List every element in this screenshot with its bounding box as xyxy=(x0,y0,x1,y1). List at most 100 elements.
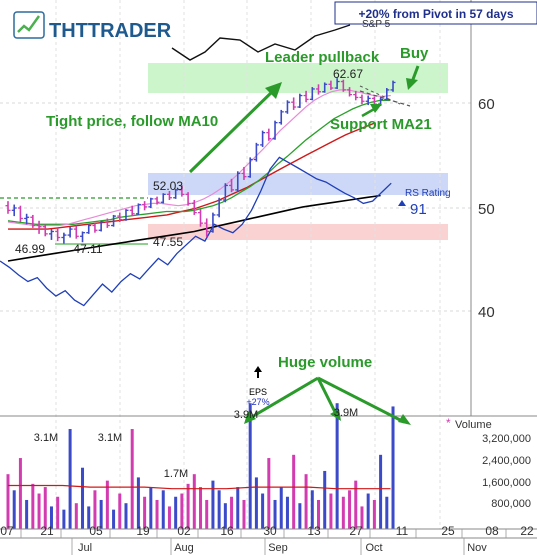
volume-bar xyxy=(211,480,215,529)
volume-label-0: 3.1M xyxy=(34,432,58,444)
volume-bar xyxy=(49,506,53,529)
huge-volume-arrowhead-1 xyxy=(330,409,341,421)
huge-volume-arrow-0 xyxy=(249,376,319,420)
volume-label-1: 3.1M xyxy=(98,432,122,444)
x-tick-11: 08 xyxy=(485,524,499,538)
price-tick-2: 40 xyxy=(478,304,495,321)
month-nov: Nov xyxy=(467,542,487,554)
x-tick-9: 11 xyxy=(396,524,409,538)
volume-bar xyxy=(199,487,203,529)
value-labels: 46.99 47.11 47.55 52.03 62.67 3.1M 3.1M 1.7M 3.9… xyxy=(15,67,363,480)
annotations: Tight price, follow MA10 Leader pullback… xyxy=(46,45,451,425)
price-tick-1: 50 xyxy=(478,201,495,218)
volume-bar xyxy=(248,403,252,529)
month-sep: Sep xyxy=(268,542,288,554)
x-tick-1: 21 xyxy=(40,524,54,538)
volume-bar xyxy=(68,429,72,529)
volume-bar xyxy=(298,503,302,529)
volume-bar xyxy=(360,506,364,529)
index-line xyxy=(171,24,351,61)
volume-bar xyxy=(31,483,35,529)
rs-new-high-marker xyxy=(398,200,406,206)
logo-text: THTTRADER xyxy=(49,20,172,42)
volume-bar xyxy=(130,429,134,529)
trend-arrow xyxy=(188,86,278,174)
stop-zone-band xyxy=(148,224,448,240)
volume-bar xyxy=(118,493,122,529)
volume-bar xyxy=(223,503,227,529)
volume-bar xyxy=(385,496,389,529)
huge-volume-arrowhead-0 xyxy=(244,411,256,424)
volume-legend-marker: * xyxy=(446,416,451,430)
x-tick-5: 16 xyxy=(220,524,234,538)
volume-bar xyxy=(87,506,91,529)
logo: THTTRADER xyxy=(13,11,172,42)
volume-axis-title: Volume xyxy=(455,419,492,431)
volume-tick-2: 1,600,000 xyxy=(482,477,531,489)
volume-bar xyxy=(254,477,258,529)
volume-bar xyxy=(81,467,85,529)
volume-bar xyxy=(136,477,140,529)
volume-bar xyxy=(310,490,314,529)
rs-rating-value: 91 xyxy=(410,201,427,218)
volume-label-4: 3.9M xyxy=(334,407,358,419)
volume-bar xyxy=(74,503,78,529)
rs-line xyxy=(0,156,392,307)
volume-bar xyxy=(161,490,165,529)
huge-volume-arrow-2 xyxy=(317,376,405,424)
volume-bar xyxy=(143,496,147,529)
volume-bar xyxy=(124,503,128,529)
eps-change: +27% xyxy=(246,397,269,407)
month-oct: Oct xyxy=(365,542,382,554)
huge-volume-arrowhead-2 xyxy=(398,414,411,425)
rs-zone-band xyxy=(148,173,448,195)
pivot-banner-box xyxy=(334,1,537,25)
volume-bar xyxy=(317,499,320,529)
volume-bar xyxy=(348,490,352,529)
price-tick-0: 60 xyxy=(478,96,495,113)
volume-bar xyxy=(174,496,178,529)
leader-pullback-annotation: Leader pullback xyxy=(265,49,380,66)
volume-label-2: 1.7M xyxy=(164,468,188,480)
volume-bars xyxy=(6,403,395,529)
volume-bar xyxy=(149,487,153,529)
zone-bands xyxy=(148,63,448,240)
x-tick-4: 02 xyxy=(177,524,191,538)
ma21-line xyxy=(7,99,390,225)
volume-bar xyxy=(192,474,196,529)
huge-volume-arrow-1 xyxy=(316,377,338,415)
volume-bar xyxy=(354,480,358,529)
x-tick-12: 22 xyxy=(520,524,534,538)
month-aug: Aug xyxy=(174,542,194,554)
x-tick-7: 13 xyxy=(307,524,321,538)
support-arrowhead xyxy=(370,104,382,113)
buy-annotation: Buy xyxy=(400,45,429,62)
volume-bar xyxy=(93,490,97,529)
volume-bar xyxy=(112,509,116,529)
huge-volume-annotation: Huge volume xyxy=(278,354,372,371)
volume-bar xyxy=(366,493,370,529)
volume-average-line xyxy=(8,484,391,490)
volume-bar xyxy=(25,499,29,529)
support-ma21-annotation: Support MA21 xyxy=(330,116,432,133)
tight-price-annotation: Tight price, follow MA10 xyxy=(46,113,218,130)
volume-bar xyxy=(335,403,339,529)
eps-label: EPS xyxy=(249,387,267,397)
pullback-trendline-2 xyxy=(359,85,401,105)
volume-bar xyxy=(242,499,246,529)
volume-bar xyxy=(261,493,265,529)
price-label-0: 46.99 xyxy=(15,242,45,256)
rs-rating-label: RS Rating xyxy=(405,188,451,199)
price-label-1: 47.11 xyxy=(73,242,102,256)
price-label-4: 62.67 xyxy=(333,67,363,81)
volume-bar xyxy=(341,496,345,529)
volume-tick-3: 800,000 xyxy=(491,498,531,510)
volume-bar xyxy=(18,458,22,529)
x-tick-2: 05 xyxy=(89,524,103,538)
volume-bar xyxy=(62,509,66,529)
volume-tick-1: 2,400,000 xyxy=(482,455,531,467)
indicator-lines xyxy=(0,24,392,307)
ma200-line xyxy=(7,194,381,262)
volume-bar xyxy=(391,406,395,529)
